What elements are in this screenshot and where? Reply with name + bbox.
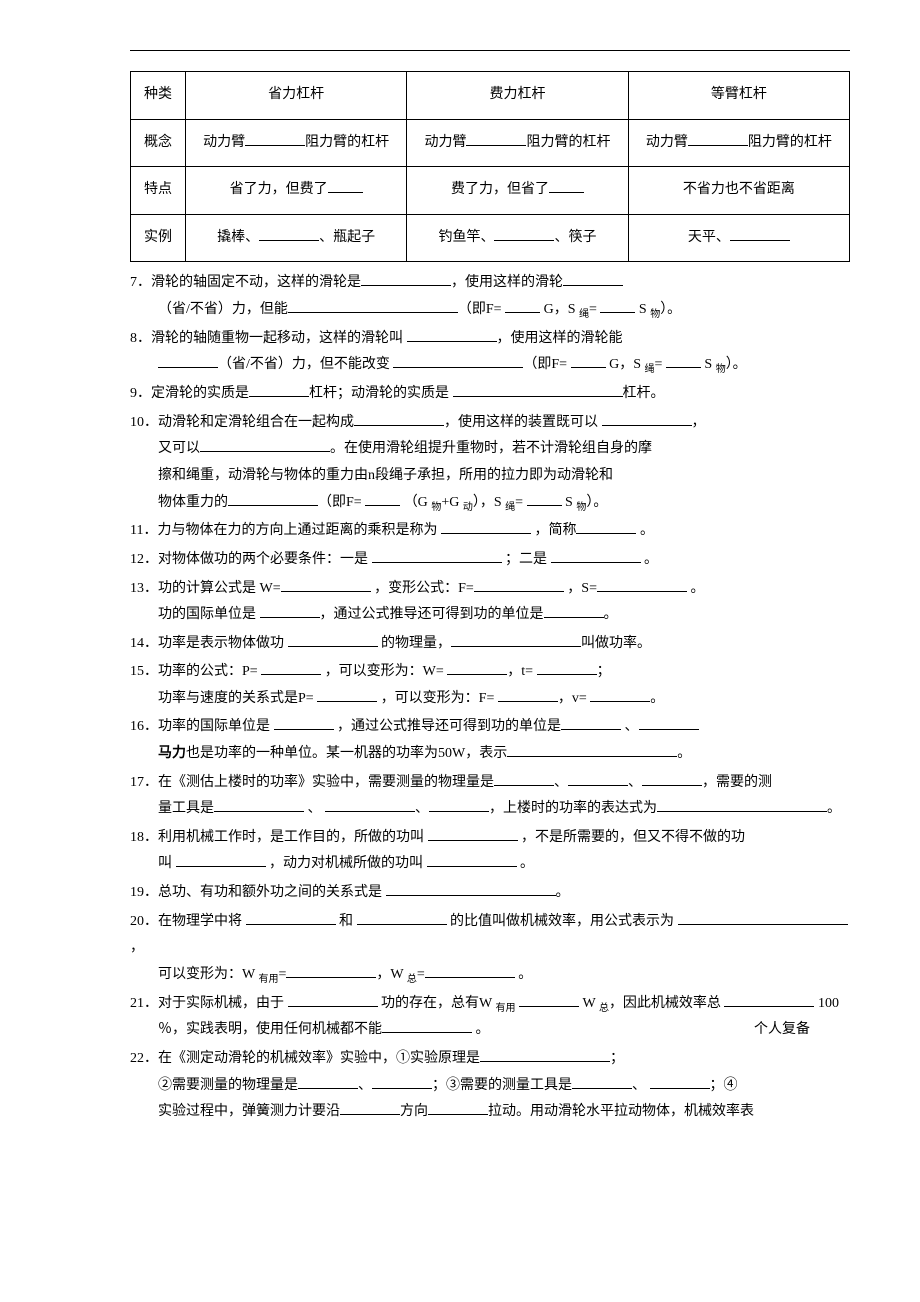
example-cell-2: 钓鱼竿、、筷子 <box>407 214 628 262</box>
question-16: 16．功率的国际单位是 ，通过公式推导还可得到功的单位是 、 马力也是功率的一种… <box>130 714 850 767</box>
question-8: 8．滑轮的轴随重物一起移动，这样的滑轮叫 ，使用这样的滑轮能 （省/不省）力，但… <box>130 326 850 379</box>
table-header-equal: 等臂杠杆 <box>628 72 849 120</box>
question-10: 10．动滑轮和定滑轮组合在一起构成，使用这样的装置既可以 ， 又可以。在使用滑轮… <box>130 410 850 517</box>
table-header-force: 费力杠杆 <box>407 72 628 120</box>
question-18: 18．利用机械工作时，是工作目的，所做的功叫 ，不是所需要的，但又不得不做的功 … <box>130 825 850 878</box>
concept-cell-2: 动力臂阻力臂的杠杆 <box>407 119 628 167</box>
feature-cell-1: 省了力，但费了 <box>186 167 407 215</box>
question-20: 20．在物理学中将 和 的比值叫做机械效率，用公式表示为 ， 可以变形为：W 有… <box>130 909 850 989</box>
question-12: 12．对物体做功的两个必要条件：一是 ；二是 。 <box>130 547 850 574</box>
question-19: 19．总功、有功和额外功之间的关系式是 。 <box>130 880 850 907</box>
feature-cell-3: 不省力也不省距离 <box>628 167 849 215</box>
question-17: 17．在《测估上楼时的功率》实验中，需要测量的物理量是、、，需要的测 量工具是 … <box>130 770 850 823</box>
question-11: 11．力与物体在力的方向上通过距离的乘积是称为 ，简称 。 <box>130 518 850 545</box>
lever-types-table: 种类 省力杠杆 费力杠杆 等臂杠杆 概念 动力臂阻力臂的杠杆 动力臂阻力臂的杠杆… <box>130 71 850 262</box>
feature-cell-2: 费了力，但省了 <box>407 167 628 215</box>
question-15: 15．功率的公式：P= ，可以变形为：W= ，t= ； 功率与速度的关系式是P=… <box>130 659 850 712</box>
question-13: 13．功的计算公式是 W= ，变形公式：F= ，S= 。 功的国际单位是 ，通过… <box>130 576 850 629</box>
question-22: 22．在《测定动滑轮的机械效率》实验中，①实验原理是； ②需要测量的物理量是、；… <box>130 1046 850 1126</box>
personal-note: 个人复备 <box>754 1017 810 1044</box>
table-header-type: 种类 <box>131 72 186 120</box>
concept-cell-1: 动力臂阻力臂的杠杆 <box>186 119 407 167</box>
example-cell-3: 天平、 <box>628 214 849 262</box>
example-cell-1: 撬棒、、瓶起子 <box>186 214 407 262</box>
question-9: 9．定滑轮的实质是杠杆；动滑轮的实质是 杠杆。 <box>130 381 850 408</box>
concept-cell-3: 动力臂阻力臂的杠杆 <box>628 119 849 167</box>
question-21: 21．对于实际机械，由于 功的存在，总有W 有用 W 总，因此机械效率总 100… <box>130 991 850 1044</box>
question-14: 14．功率是表示物体做功 的物理量，叫做功率。 <box>130 631 850 658</box>
row-feature-label: 特点 <box>131 167 186 215</box>
table-header-effort: 省力杠杆 <box>186 72 407 120</box>
row-concept-label: 概念 <box>131 119 186 167</box>
question-7: 7．滑轮的轴固定不动，这样的滑轮是，使用这样的滑轮 （省/不省）力，但能（即F=… <box>130 270 850 323</box>
row-example-label: 实例 <box>131 214 186 262</box>
